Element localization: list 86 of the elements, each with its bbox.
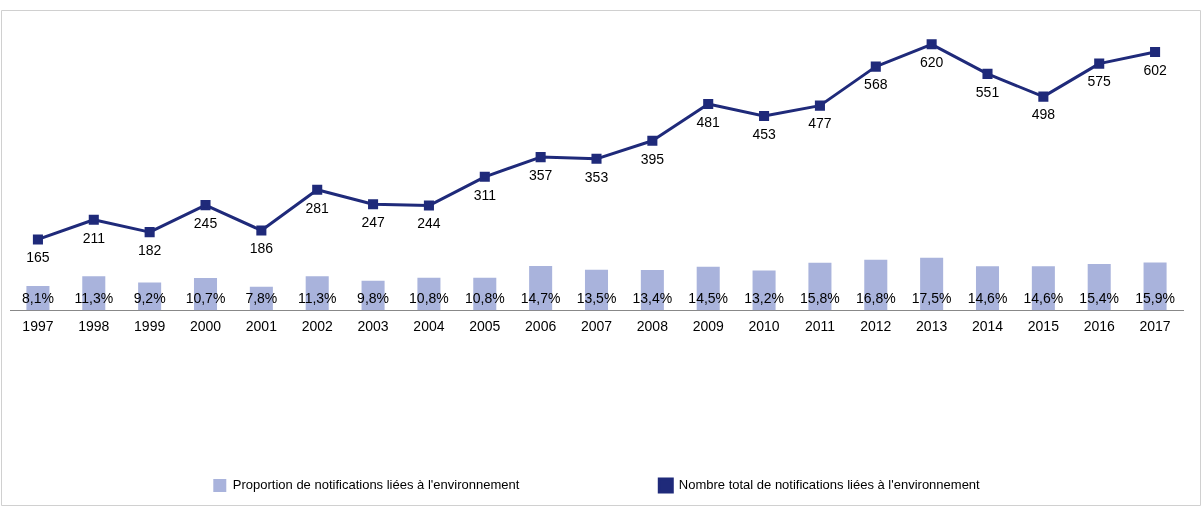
data-label: 15,8%: [800, 290, 840, 307]
data-label: 10,8%: [409, 290, 449, 307]
data-label: 13,4%: [632, 290, 673, 307]
data-label: 481: [696, 113, 721, 130]
data-label: 9,8%: [357, 290, 390, 307]
x-tick-label: 2014: [971, 318, 1004, 335]
x-tick-label: 2013: [916, 318, 948, 335]
data-label: 211: [82, 229, 106, 246]
x-tick-label: 2017: [1139, 318, 1171, 335]
point: [1038, 91, 1049, 102]
x-tick-label: 2015: [1027, 318, 1060, 335]
data-label: 165: [26, 249, 50, 266]
point: [88, 214, 99, 225]
data-label: 395: [640, 150, 665, 167]
data-label: 477: [808, 115, 832, 132]
x-tick-label: 1999: [134, 318, 166, 335]
point: [1150, 46, 1161, 58]
point: [814, 100, 825, 111]
x-tick-label: 2016: [1083, 318, 1115, 335]
data-label: 14,7%: [520, 290, 561, 307]
data-label: 575: [1087, 73, 1112, 90]
data-label: 311: [473, 186, 497, 203]
x-tick-label: 2010: [748, 318, 780, 335]
x-tick-label: 2011: [804, 318, 836, 335]
point: [535, 152, 546, 163]
data-label: 620: [919, 54, 944, 71]
data-label: 186: [249, 240, 274, 257]
point: [870, 61, 881, 72]
data-label: 453: [752, 125, 776, 142]
point: [32, 234, 43, 245]
point: [368, 199, 379, 210]
x-tick-label: 2004: [413, 318, 445, 335]
point: [144, 227, 155, 238]
x-tick-label: 2001: [245, 318, 278, 335]
data-label: 551: [975, 83, 1000, 100]
data-label: 498: [1031, 106, 1056, 123]
x-tick-label: 1997: [22, 318, 54, 335]
data-label: 247: [361, 214, 385, 231]
x-tick-label: 2002: [301, 318, 333, 335]
legend-label: Proportion de notifications liées à l'environnement: [232, 477, 520, 493]
data-label: 602: [1143, 61, 1167, 78]
data-label: 245: [193, 214, 218, 231]
data-label: 11,3%: [297, 290, 337, 307]
x-tick-label: 2006: [525, 318, 557, 335]
point: [479, 171, 490, 182]
data-label: 8,1%: [21, 290, 54, 307]
x-tick-label: 2007: [580, 318, 613, 335]
point: [982, 68, 993, 79]
point: [1094, 58, 1105, 69]
data-label: 7,8%: [245, 290, 278, 307]
point: [926, 39, 937, 50]
data-label: 10,8%: [464, 290, 505, 307]
data-label: 244: [417, 215, 441, 232]
point: [703, 98, 714, 109]
data-label: 10,7%: [185, 290, 226, 307]
x-tick-label: 2003: [357, 318, 389, 335]
data-label: 15,9%: [1135, 290, 1175, 307]
x-tick-label: 2000: [189, 318, 222, 335]
data-label: 9,2%: [133, 290, 166, 307]
data-label: 182: [137, 242, 162, 259]
point: [591, 153, 602, 164]
point: [759, 110, 770, 121]
data-label: 14,6%: [967, 290, 1008, 307]
data-label: 281: [305, 199, 330, 216]
point: [200, 200, 211, 211]
x-tick-label: 2005: [469, 318, 501, 335]
data-label: 357: [528, 166, 553, 183]
point: [423, 200, 434, 211]
point: [256, 225, 267, 236]
x-tick-label: 2008: [636, 318, 669, 335]
data-label: 13,5%: [576, 290, 617, 307]
x-tick-label: 2012: [860, 318, 892, 335]
legend-label: Nombre total de notifications liées à l'environnement: [678, 477, 981, 493]
point: [647, 135, 658, 146]
data-label: 353: [584, 168, 609, 185]
data-label: 15,4%: [1079, 290, 1120, 307]
data-label: 13,2%: [744, 290, 784, 307]
data-label: 16,8%: [855, 290, 896, 307]
data-label: 14,6%: [1023, 290, 1064, 307]
data-label: 14,5%: [688, 290, 729, 307]
point: [312, 184, 323, 195]
data-label: 568: [864, 76, 888, 93]
data-label: 11,3%: [74, 290, 114, 307]
x-tick-label: 1998: [78, 318, 110, 335]
data-label: 17,5%: [911, 290, 952, 307]
x-tick-label: 2009: [692, 318, 724, 335]
